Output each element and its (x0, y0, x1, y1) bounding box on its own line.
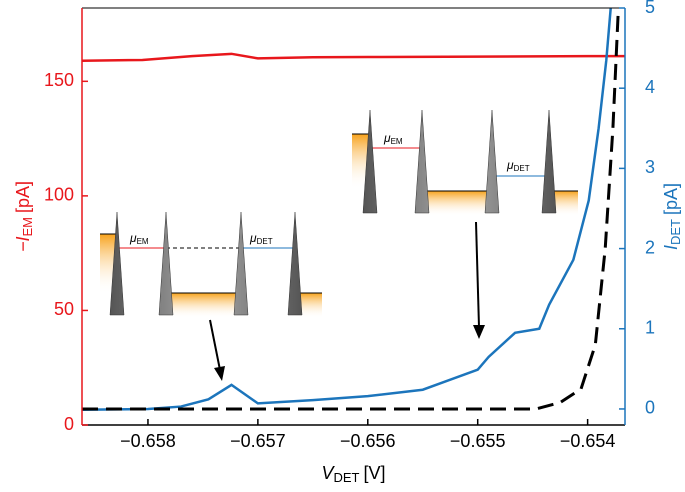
series-line (82, 8, 612, 412)
y-axis-label: −IEM [pA] (13, 181, 36, 252)
x-tick-label: −0.655 (450, 431, 506, 451)
x-tick-label: −0.658 (120, 431, 176, 451)
series-line (82, 8, 620, 411)
y2-axis-label-text: I (661, 245, 681, 250)
x-axis-label-text: V (321, 463, 335, 483)
plot-area: −0.658 −0.657 −0.656 −0.655 −0.654 0 50 100 150 0… (44, 0, 655, 451)
y-tick-label: 150 (44, 70, 74, 90)
y2-axis-label-sub: DET (668, 219, 683, 245)
y2-tick-label: 4 (645, 77, 655, 97)
mu-em: μEM (383, 131, 403, 146)
y-tick-label: 0 (64, 414, 74, 434)
y2-tick-label: 1 (645, 318, 655, 338)
arrow (209, 221, 485, 381)
mu-det: μDET (249, 231, 273, 246)
x-tick-label: −0.657 (230, 431, 286, 451)
x-axis-label: VDET [V] (321, 463, 385, 486)
mu-det: μDET (506, 158, 530, 173)
y-axis-label-text: −I (13, 237, 33, 253)
inset-diagram: μEM μDET (352, 109, 578, 216)
y-axis-label-sub: EM (20, 217, 35, 237)
y2-tick-label: 2 (645, 237, 655, 257)
series-line (82, 52, 625, 62)
y-tick-label: 100 (44, 185, 74, 205)
x-tick-label: −0.656 (340, 431, 396, 451)
y-axis-label-unit: [pA] (13, 181, 33, 213)
y2-tick-label: 5 (645, 0, 655, 17)
x-tick-label: −0.654 (560, 431, 616, 451)
y-tick-label: 50 (54, 299, 74, 319)
inset-diagram: μEM μDET (100, 211, 322, 318)
y2-tick-label: 3 (645, 157, 655, 177)
x-axis-label-unit: [V] (364, 463, 386, 483)
y2-axis-label-unit: [pA] (661, 183, 681, 215)
x-axis-label-sub: DET (334, 470, 360, 485)
y2-tick-label: 0 (645, 398, 655, 418)
y2-axis-label: IDET [pA] (661, 183, 684, 250)
mu-em: μEM (129, 231, 149, 246)
